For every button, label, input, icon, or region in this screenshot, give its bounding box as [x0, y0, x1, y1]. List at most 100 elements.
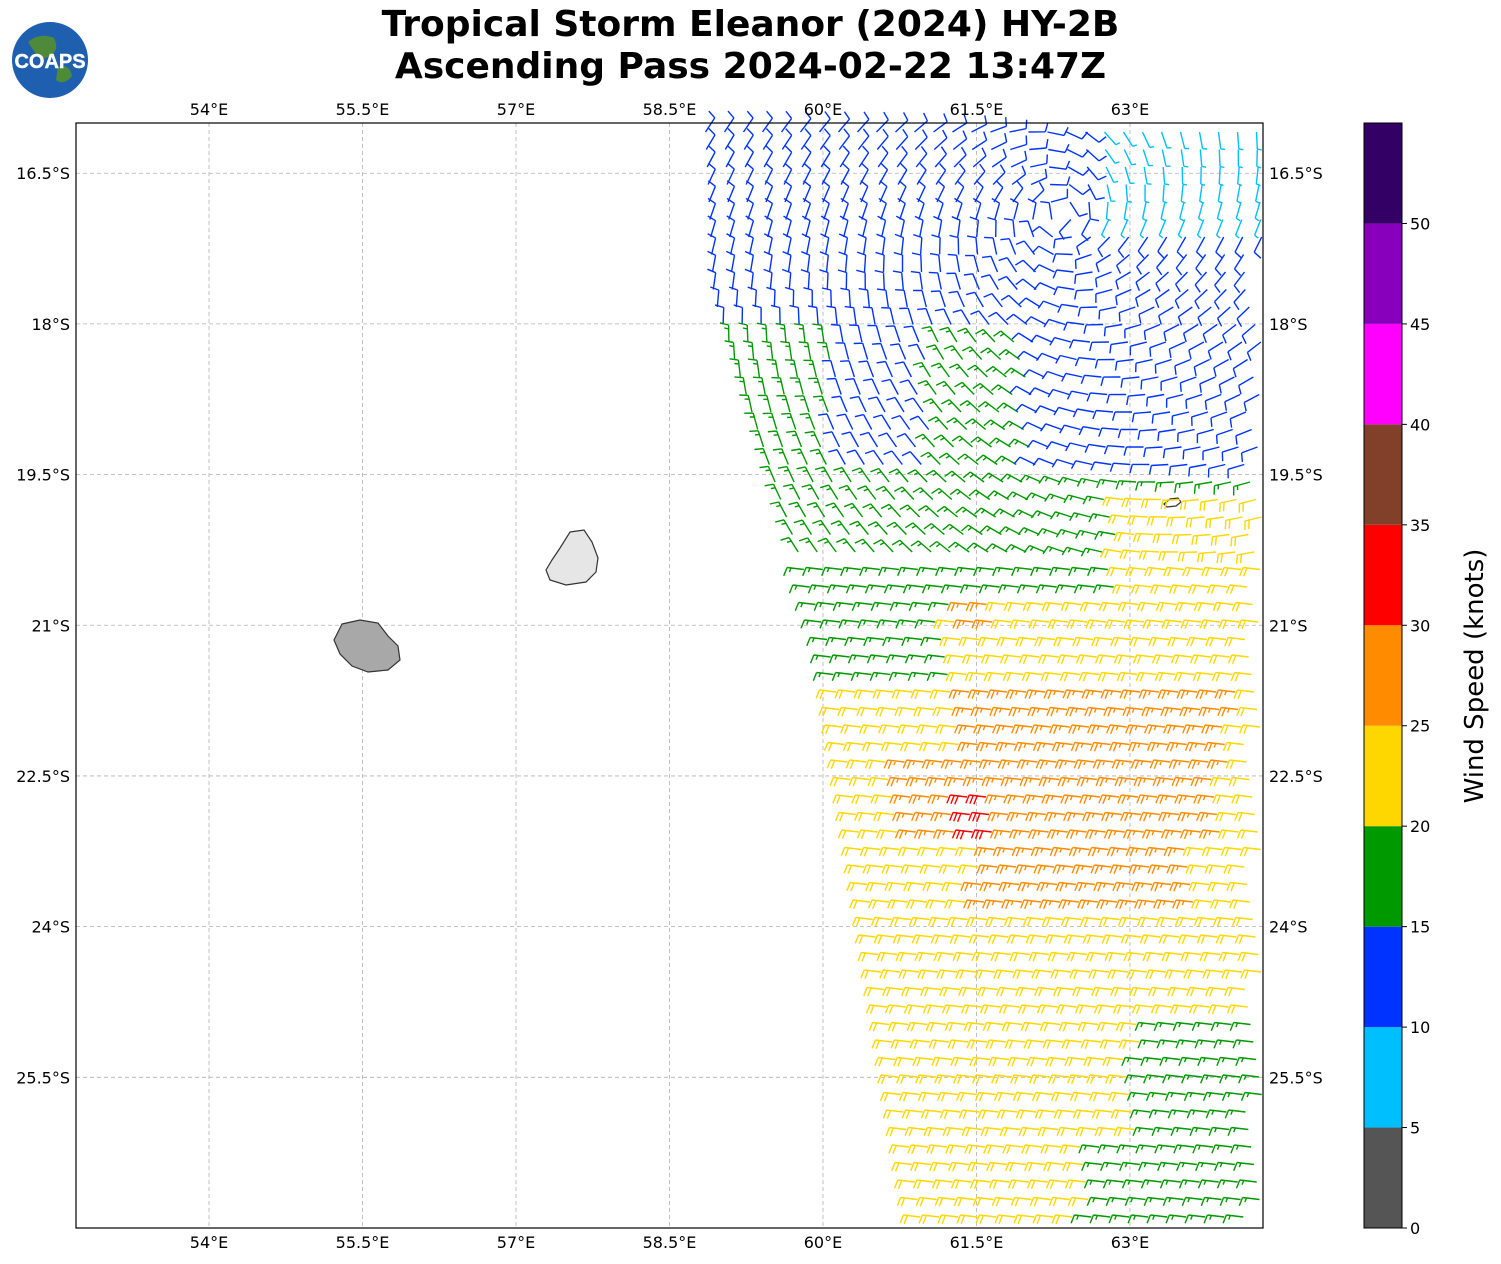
wind-barb — [910, 540, 932, 553]
wind-barb — [984, 916, 1006, 927]
wind-barb — [1081, 219, 1091, 242]
wind-barb — [967, 689, 989, 700]
wind-barb — [1075, 654, 1097, 665]
wind-barb — [1157, 1161, 1178, 1172]
wind-barb — [858, 215, 868, 238]
wind-barb — [926, 344, 945, 360]
wind-barb — [1067, 1196, 1089, 1207]
wind-barb — [1058, 1021, 1080, 1032]
wind-barb — [1117, 428, 1138, 439]
wind-barb — [1220, 724, 1241, 735]
wind-barb — [1135, 358, 1153, 373]
wind-barb — [1122, 131, 1138, 147]
wind-barb — [952, 951, 974, 962]
wind-barb — [1220, 846, 1242, 857]
wind-barb — [1065, 829, 1087, 840]
wind-barb — [1129, 636, 1151, 647]
wind-barb — [1241, 323, 1256, 345]
wind-barb — [1097, 1144, 1119, 1154]
wind-barb — [1113, 1126, 1135, 1137]
wind-barb — [1068, 846, 1090, 857]
wind-barb — [846, 449, 865, 465]
wind-barb — [951, 706, 973, 717]
wind-barb — [1151, 654, 1173, 665]
wind-barb — [885, 654, 907, 664]
wind-barb — [1055, 528, 1078, 538]
wind-barb — [1205, 516, 1224, 529]
wind-barb — [892, 811, 913, 822]
wind-barb — [1086, 1196, 1108, 1207]
wind-barb — [1070, 1214, 1092, 1224]
wind-barb — [1222, 1214, 1244, 1224]
wind-barb — [1134, 899, 1155, 910]
wind-barb — [1049, 336, 1072, 346]
wind-barb — [862, 306, 876, 325]
wind-barb — [1057, 476, 1080, 486]
wind-barb — [954, 197, 963, 220]
wind-barb — [1197, 1179, 1219, 1189]
wind-barb — [944, 1021, 966, 1032]
wind-barb — [876, 619, 898, 629]
wind-barb — [889, 916, 911, 927]
wind-barb — [933, 215, 943, 238]
wind-barb — [1062, 689, 1084, 700]
wind-barb — [1231, 794, 1253, 805]
wind-barb — [1157, 428, 1176, 441]
wind-barb — [1003, 601, 1025, 612]
wind-barb — [1048, 144, 1070, 154]
wind-barb — [1155, 271, 1169, 292]
wind-barb — [988, 1179, 1010, 1190]
wind-barb — [1066, 148, 1090, 158]
wind-barb — [933, 619, 955, 630]
wind-barb — [1119, 1161, 1140, 1172]
wind-barb — [1094, 1126, 1116, 1137]
wind-barb — [877, 145, 889, 168]
wind-barb — [1222, 323, 1237, 344]
wind-barb — [1064, 1056, 1086, 1067]
wind-barb — [845, 759, 867, 770]
wind-barb — [789, 377, 804, 395]
wind-barb — [840, 566, 861, 577]
wind-barb — [814, 466, 833, 483]
wind-barb — [917, 969, 939, 980]
wind-barb — [996, 636, 1018, 647]
wind-barb — [1244, 516, 1262, 531]
wind-barb — [800, 619, 822, 629]
wind-barb — [949, 811, 970, 823]
wind-barb — [762, 128, 774, 150]
wind-barb — [1099, 548, 1122, 559]
wind-barb — [954, 381, 975, 395]
wind-barb — [938, 452, 960, 466]
wind-barb — [1015, 636, 1037, 647]
wind-barb — [1119, 549, 1141, 560]
wind-barb — [1040, 201, 1053, 220]
wind-barb — [1240, 1091, 1262, 1102]
wind-barb — [955, 969, 977, 980]
wind-barb — [1188, 881, 1210, 892]
wind-barb — [973, 724, 994, 735]
wind-barb — [862, 503, 883, 518]
wind-barb — [1011, 846, 1033, 857]
wind-barb — [893, 251, 904, 272]
wind-barb — [927, 601, 949, 612]
wind-barb — [964, 671, 986, 682]
wind-barb — [706, 145, 716, 168]
wind-barb — [922, 398, 943, 413]
wind-barb — [942, 1126, 964, 1137]
wind-barb — [1193, 481, 1213, 494]
wind-barb — [1236, 829, 1258, 840]
wind-barb — [989, 829, 1011, 840]
wind-barb — [894, 233, 905, 255]
wind-barb — [1009, 385, 1032, 396]
wind-barb — [895, 951, 917, 962]
x-tick-label-top: 57°E — [497, 100, 535, 119]
wind-barb — [1230, 671, 1252, 682]
wind-barb — [744, 145, 755, 168]
wind-barb — [1015, 986, 1036, 997]
wind-barb — [1227, 463, 1245, 479]
wind-barb — [1015, 1109, 1037, 1120]
wind-barb — [1129, 1109, 1151, 1119]
wind-barb — [819, 251, 829, 273]
wind-barb — [1199, 376, 1216, 393]
wind-barb — [994, 1214, 1016, 1225]
